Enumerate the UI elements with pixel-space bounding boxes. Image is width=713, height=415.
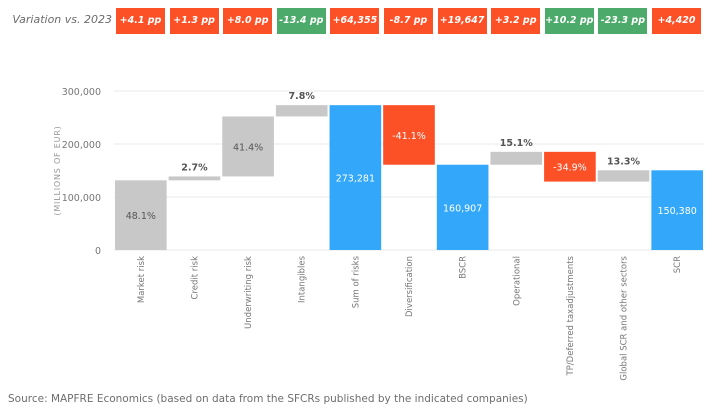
variation-badge: +1.3 pp xyxy=(169,8,219,34)
data-label: 273,281 xyxy=(336,174,375,185)
variation-row: Variation vs. 2023 +4.1 pp +1.3 pp +8.0 pp… xyxy=(0,6,713,34)
variation-badge: +4.1 pp xyxy=(116,8,165,34)
x-tick-label: Sum of risks xyxy=(351,255,361,308)
bar-increase xyxy=(490,151,543,165)
x-tick-label: TP/Deferred taxadjustments xyxy=(566,255,576,376)
bar-total xyxy=(651,170,703,250)
data-label: 41.4% xyxy=(233,142,263,153)
bar-increase xyxy=(597,170,650,182)
data-label: 160,907 xyxy=(443,203,482,214)
data-label: -41.1% xyxy=(392,131,426,142)
bar-increase xyxy=(168,176,221,181)
data-label: 2.7% xyxy=(181,162,208,173)
waterfall-chart: 0 100,000 200,000 300,000 (MILLIONS OF EUR) 4… xyxy=(53,87,704,381)
bar-increase xyxy=(275,105,328,117)
y-tick-label: 0 xyxy=(95,246,101,257)
bar-decrease xyxy=(544,151,596,182)
data-label: -34.9% xyxy=(553,163,587,174)
x-tick-label: Intangibles xyxy=(298,255,308,303)
variation-badge: +64,355 xyxy=(330,8,380,34)
bar-total xyxy=(436,164,489,250)
data-label: 48.1% xyxy=(126,211,156,222)
y-tick-label: 300,000 xyxy=(62,87,101,98)
variation-badge: -23.3 pp xyxy=(598,8,648,34)
data-label: 15.1% xyxy=(500,138,533,149)
bar-total xyxy=(329,105,382,250)
bar-increase xyxy=(222,116,274,177)
source-note: Source: MAPFRE Economics (based on data … xyxy=(8,393,528,405)
variation-label: Variation vs. 2023 xyxy=(12,13,112,26)
variation-badge: +8.0 pp xyxy=(223,8,273,34)
variation-badge: +3.2 pp xyxy=(491,8,541,34)
bar-decrease xyxy=(383,105,435,165)
variation-badge: +4,420 xyxy=(652,8,701,34)
y-axis-label: (MILLIONS OF EUR) xyxy=(53,125,62,215)
x-tick-label: Global SCR and other sectors xyxy=(620,255,630,380)
x-tick-label: Market risk xyxy=(137,256,147,303)
variation-badge: +10.2 pp xyxy=(544,8,594,34)
x-tick-label: Operational xyxy=(512,256,522,306)
x-tick-label: Diversification xyxy=(405,256,415,317)
data-label: 150,380 xyxy=(658,206,697,217)
data-label: 7.8% xyxy=(289,91,316,102)
x-tick-label: Underwriting risk xyxy=(244,256,254,329)
y-tick-label: 100,000 xyxy=(62,193,101,204)
variation-badge: +19,647 xyxy=(437,8,487,34)
data-label: 13.3% xyxy=(607,156,640,167)
x-tick-label: Credit risk xyxy=(190,256,200,300)
bar-increase xyxy=(115,180,167,250)
variation-badge: -13.4 pp xyxy=(276,8,326,34)
x-tick-label: BSCR xyxy=(459,256,469,279)
y-tick-label: 200,000 xyxy=(62,140,101,151)
x-tick-label: SCR xyxy=(673,256,683,273)
variation-badge: -8.7 pp xyxy=(384,8,433,34)
